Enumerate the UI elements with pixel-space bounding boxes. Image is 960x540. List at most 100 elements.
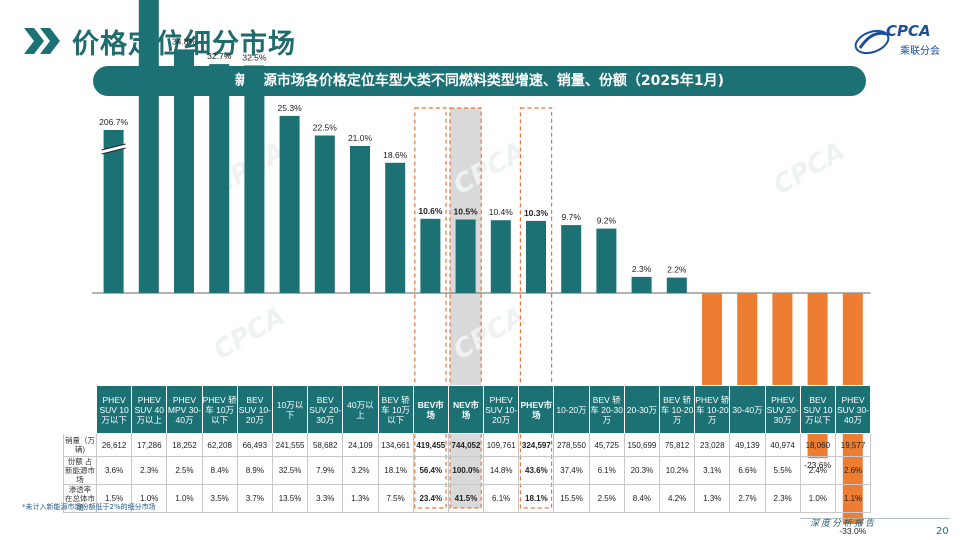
highlight-box xyxy=(519,107,553,509)
table-cell: 109,761 xyxy=(483,433,520,457)
column-header: PHEV MPV 30-40万 xyxy=(166,385,203,434)
footnote: *未计入新能源市场份额低于2%的细分市场 xyxy=(22,503,156,511)
logo-text: CPCA xyxy=(886,22,931,40)
bar xyxy=(455,219,476,293)
footer-slogan: 深度分析报告 xyxy=(810,519,877,529)
axis-break-line xyxy=(101,143,126,151)
axis-break-mark xyxy=(101,144,126,154)
column-header: 10万以下 xyxy=(271,385,309,434)
column-header: 10-20万 xyxy=(553,385,590,434)
table-cell: 100.0% xyxy=(447,456,485,485)
table-cell: 1.3% xyxy=(342,484,379,513)
bar xyxy=(420,218,441,293)
data-label: 9.7% xyxy=(562,212,582,222)
table-cell: 40,974 xyxy=(764,433,801,457)
table-cell: 45,725 xyxy=(588,433,625,457)
data-label: 9.2% xyxy=(597,216,617,226)
column-header: BEV SUV 10-20万 xyxy=(236,385,273,434)
table-cell: 32.5% xyxy=(271,456,309,485)
column-header: PHEV SUV 30-40万 xyxy=(834,385,872,434)
column-header: BEV 轿车 10-20万 xyxy=(658,385,696,434)
data-label: 21.0% xyxy=(348,133,373,143)
table-cell: 3.2% xyxy=(342,456,379,485)
table-cell: 278,550 xyxy=(553,433,590,457)
data-label: 25.3% xyxy=(278,103,303,113)
table-cell: 18,060 xyxy=(799,433,836,457)
data-label: 32.7% xyxy=(207,51,232,61)
column-header: BEV市场 xyxy=(412,385,449,434)
table-cell: 18.1% xyxy=(518,484,555,513)
table-cell: 8.9% xyxy=(236,456,273,485)
data-label: 34.8% xyxy=(172,36,197,46)
axis-break-line xyxy=(101,147,126,155)
table-cell: 23,028 xyxy=(694,433,731,457)
table-cell: 1.0% xyxy=(166,484,203,513)
table-cell: 19,577 xyxy=(834,433,872,457)
data-label: 22.5% xyxy=(313,123,338,133)
data-label: 18.6% xyxy=(383,150,408,160)
column-header: BEV SUV 20-30万 xyxy=(307,385,344,434)
bar xyxy=(314,135,335,293)
table-cell: 324,597 xyxy=(518,433,555,457)
table-cell: 1.5% xyxy=(95,484,133,513)
bar xyxy=(174,49,194,294)
bar xyxy=(244,65,265,293)
table-cell: 150,699 xyxy=(623,433,661,457)
table-cell: 3.7% xyxy=(236,484,273,513)
table-cell: 8.4% xyxy=(623,484,661,513)
column-header: PHEV 轿车 10-20万 xyxy=(694,385,731,434)
bar xyxy=(279,115,300,294)
table-row-penetration: 渗透率 在总体市场 1.5% 1.0% 1.0% 3.5% 3.7% 13.5% 3.3% 1.… xyxy=(63,484,872,513)
table-row-sales: 销量（万辆) 26,612 17,286 18,252 62,208 66,493 241,… xyxy=(63,433,872,457)
table-cell: 6.6% xyxy=(729,456,766,485)
column-header: PHEV SUV 40万以上 xyxy=(131,385,168,434)
table-header-row: PHEV SUV 10万以下 PHEV SUV 40万以上 PHEV MPV 30-… xyxy=(63,385,872,434)
table-cell: 7.9% xyxy=(307,456,344,485)
table-cell: 2.6% xyxy=(834,456,872,485)
table-cell: 5.5% xyxy=(764,456,801,485)
table-cell: 241,555 xyxy=(271,433,309,457)
table-cell: 43.6% xyxy=(518,456,555,485)
table-cell: 8.4% xyxy=(201,456,238,485)
table-cell: 3.5% xyxy=(201,484,238,513)
data-label: 10.3% xyxy=(524,208,549,218)
table-cell: 3.3% xyxy=(307,484,344,513)
table-cell: 134,661 xyxy=(377,433,414,457)
data-label: 10.4% xyxy=(489,207,514,217)
bar xyxy=(631,276,652,293)
cpca-logo: CPCA 乘联分会 xyxy=(852,22,946,62)
table-cell: 2.4% xyxy=(799,456,836,485)
column-header: PHEV 轿车 10万以下 xyxy=(201,385,238,434)
table-cell: 58,682 xyxy=(307,433,344,457)
table-cell: 41.5% xyxy=(447,484,485,513)
table-cell: 1.0% xyxy=(799,484,836,513)
table-row-share: 份额 占新能源市场 3.6% 2.3% 2.5% 8.4% 8.9% 32.5% 7.9% 3.… xyxy=(63,456,872,485)
bar xyxy=(103,130,124,293)
column-header: PHEV SUV 20-30万 xyxy=(764,385,801,434)
column-header: 20-30万 xyxy=(623,385,661,434)
bar xyxy=(385,162,406,293)
data-label: 32.5% xyxy=(242,53,267,63)
table-cell: 17,286 xyxy=(131,433,168,457)
column-header: BEV 轿车 20-30万 xyxy=(588,385,625,434)
table-cell: 2.3% xyxy=(131,456,168,485)
bar xyxy=(526,220,546,293)
row-label: 销量（万辆) xyxy=(63,433,97,457)
bar xyxy=(666,277,687,293)
table-cell: 1.1% xyxy=(834,484,872,513)
table-corner xyxy=(63,385,97,434)
table-cell: 14.8% xyxy=(483,456,520,485)
table-cell: 26,612 xyxy=(95,433,133,457)
data-table: PHEV SUV 10万以下 PHEV SUV 40万以上 PHEV MPV 30-… xyxy=(63,385,872,513)
watermark-text: CPCA xyxy=(209,301,291,366)
logo-subtext: 乘联分会 xyxy=(900,46,940,57)
data-label: 2.2% xyxy=(667,265,687,275)
bar xyxy=(561,225,582,293)
data-label: 10.6% xyxy=(418,206,443,216)
table-cell: 15.5% xyxy=(553,484,590,513)
bar xyxy=(490,220,511,293)
table-cell: 20.3% xyxy=(623,456,661,485)
table-cell: 37.4% xyxy=(553,456,590,485)
column-header: PHEV SUV 10万以下 xyxy=(95,385,133,434)
